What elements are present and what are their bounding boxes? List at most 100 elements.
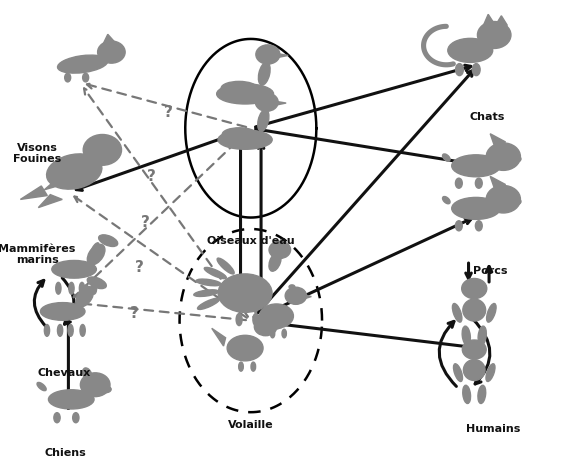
Text: Chevaux: Chevaux — [37, 368, 91, 378]
Circle shape — [256, 45, 280, 64]
Ellipse shape — [454, 364, 462, 382]
Ellipse shape — [222, 128, 256, 141]
Polygon shape — [38, 195, 62, 207]
Ellipse shape — [463, 385, 471, 403]
Circle shape — [269, 241, 291, 258]
Text: Chiens: Chiens — [44, 448, 87, 458]
Ellipse shape — [76, 286, 93, 307]
Circle shape — [486, 185, 520, 213]
Ellipse shape — [258, 109, 269, 131]
Circle shape — [255, 93, 278, 111]
Ellipse shape — [83, 73, 89, 82]
Text: ?: ? — [135, 261, 144, 275]
Circle shape — [83, 135, 121, 165]
Ellipse shape — [204, 267, 226, 278]
Polygon shape — [21, 186, 47, 199]
Ellipse shape — [511, 156, 521, 163]
Ellipse shape — [52, 261, 96, 278]
Ellipse shape — [478, 326, 486, 345]
Ellipse shape — [194, 290, 218, 296]
Ellipse shape — [218, 130, 272, 149]
Ellipse shape — [68, 325, 73, 336]
Ellipse shape — [455, 64, 463, 76]
Ellipse shape — [198, 298, 219, 310]
Ellipse shape — [475, 178, 482, 188]
Circle shape — [97, 41, 125, 63]
Ellipse shape — [73, 413, 79, 423]
Polygon shape — [212, 328, 226, 346]
Text: Porcs: Porcs — [473, 266, 507, 276]
Ellipse shape — [258, 62, 270, 85]
Ellipse shape — [37, 382, 46, 391]
Ellipse shape — [47, 154, 102, 189]
Polygon shape — [272, 325, 282, 331]
Ellipse shape — [227, 335, 263, 361]
Ellipse shape — [453, 304, 462, 322]
Text: Humains: Humains — [466, 424, 520, 434]
Ellipse shape — [236, 314, 242, 326]
Ellipse shape — [79, 283, 84, 294]
Ellipse shape — [463, 360, 485, 381]
Ellipse shape — [87, 244, 105, 265]
Ellipse shape — [239, 362, 243, 371]
Text: Chats: Chats — [470, 112, 505, 122]
Ellipse shape — [487, 304, 496, 322]
Text: Oiseaux d'eau: Oiseaux d'eau — [207, 236, 295, 246]
Ellipse shape — [221, 82, 257, 95]
Polygon shape — [272, 101, 286, 106]
Ellipse shape — [463, 299, 486, 321]
Ellipse shape — [442, 196, 450, 204]
Circle shape — [462, 278, 487, 299]
Text: ?: ? — [164, 105, 173, 120]
Ellipse shape — [99, 235, 118, 246]
Ellipse shape — [289, 285, 295, 289]
Polygon shape — [483, 14, 495, 25]
Ellipse shape — [217, 258, 234, 274]
Polygon shape — [490, 134, 506, 145]
Ellipse shape — [196, 279, 221, 286]
Text: ?: ? — [146, 169, 156, 184]
Polygon shape — [302, 294, 311, 300]
Ellipse shape — [91, 243, 99, 254]
Ellipse shape — [54, 413, 60, 423]
Ellipse shape — [455, 221, 462, 231]
Ellipse shape — [486, 364, 495, 382]
Circle shape — [478, 22, 511, 49]
Ellipse shape — [478, 385, 486, 403]
Text: ?: ? — [129, 306, 139, 321]
Ellipse shape — [48, 390, 94, 409]
Ellipse shape — [58, 325, 63, 336]
Polygon shape — [495, 16, 507, 25]
Ellipse shape — [83, 368, 92, 381]
Circle shape — [254, 317, 277, 336]
Ellipse shape — [448, 38, 492, 62]
Ellipse shape — [462, 326, 470, 345]
Circle shape — [80, 373, 110, 397]
Ellipse shape — [473, 64, 480, 76]
Ellipse shape — [69, 283, 74, 294]
Text: ?: ? — [141, 215, 150, 229]
Ellipse shape — [451, 155, 500, 177]
Ellipse shape — [282, 329, 286, 338]
Ellipse shape — [442, 154, 450, 161]
Text: Visons
Fouines: Visons Fouines — [13, 143, 61, 164]
Ellipse shape — [217, 84, 274, 104]
Circle shape — [462, 340, 486, 359]
Polygon shape — [274, 53, 288, 58]
Ellipse shape — [475, 221, 482, 231]
Polygon shape — [44, 172, 74, 190]
Ellipse shape — [80, 285, 88, 296]
Ellipse shape — [511, 198, 521, 205]
Ellipse shape — [451, 197, 500, 219]
Ellipse shape — [56, 283, 61, 294]
Ellipse shape — [270, 329, 275, 338]
Polygon shape — [245, 297, 258, 314]
Polygon shape — [104, 34, 116, 43]
Ellipse shape — [80, 325, 86, 336]
Ellipse shape — [259, 304, 294, 328]
Ellipse shape — [44, 325, 50, 336]
Ellipse shape — [40, 303, 85, 320]
Ellipse shape — [251, 362, 255, 371]
Ellipse shape — [58, 55, 108, 73]
Text: Mammifères
marins: Mammifères marins — [0, 244, 76, 265]
